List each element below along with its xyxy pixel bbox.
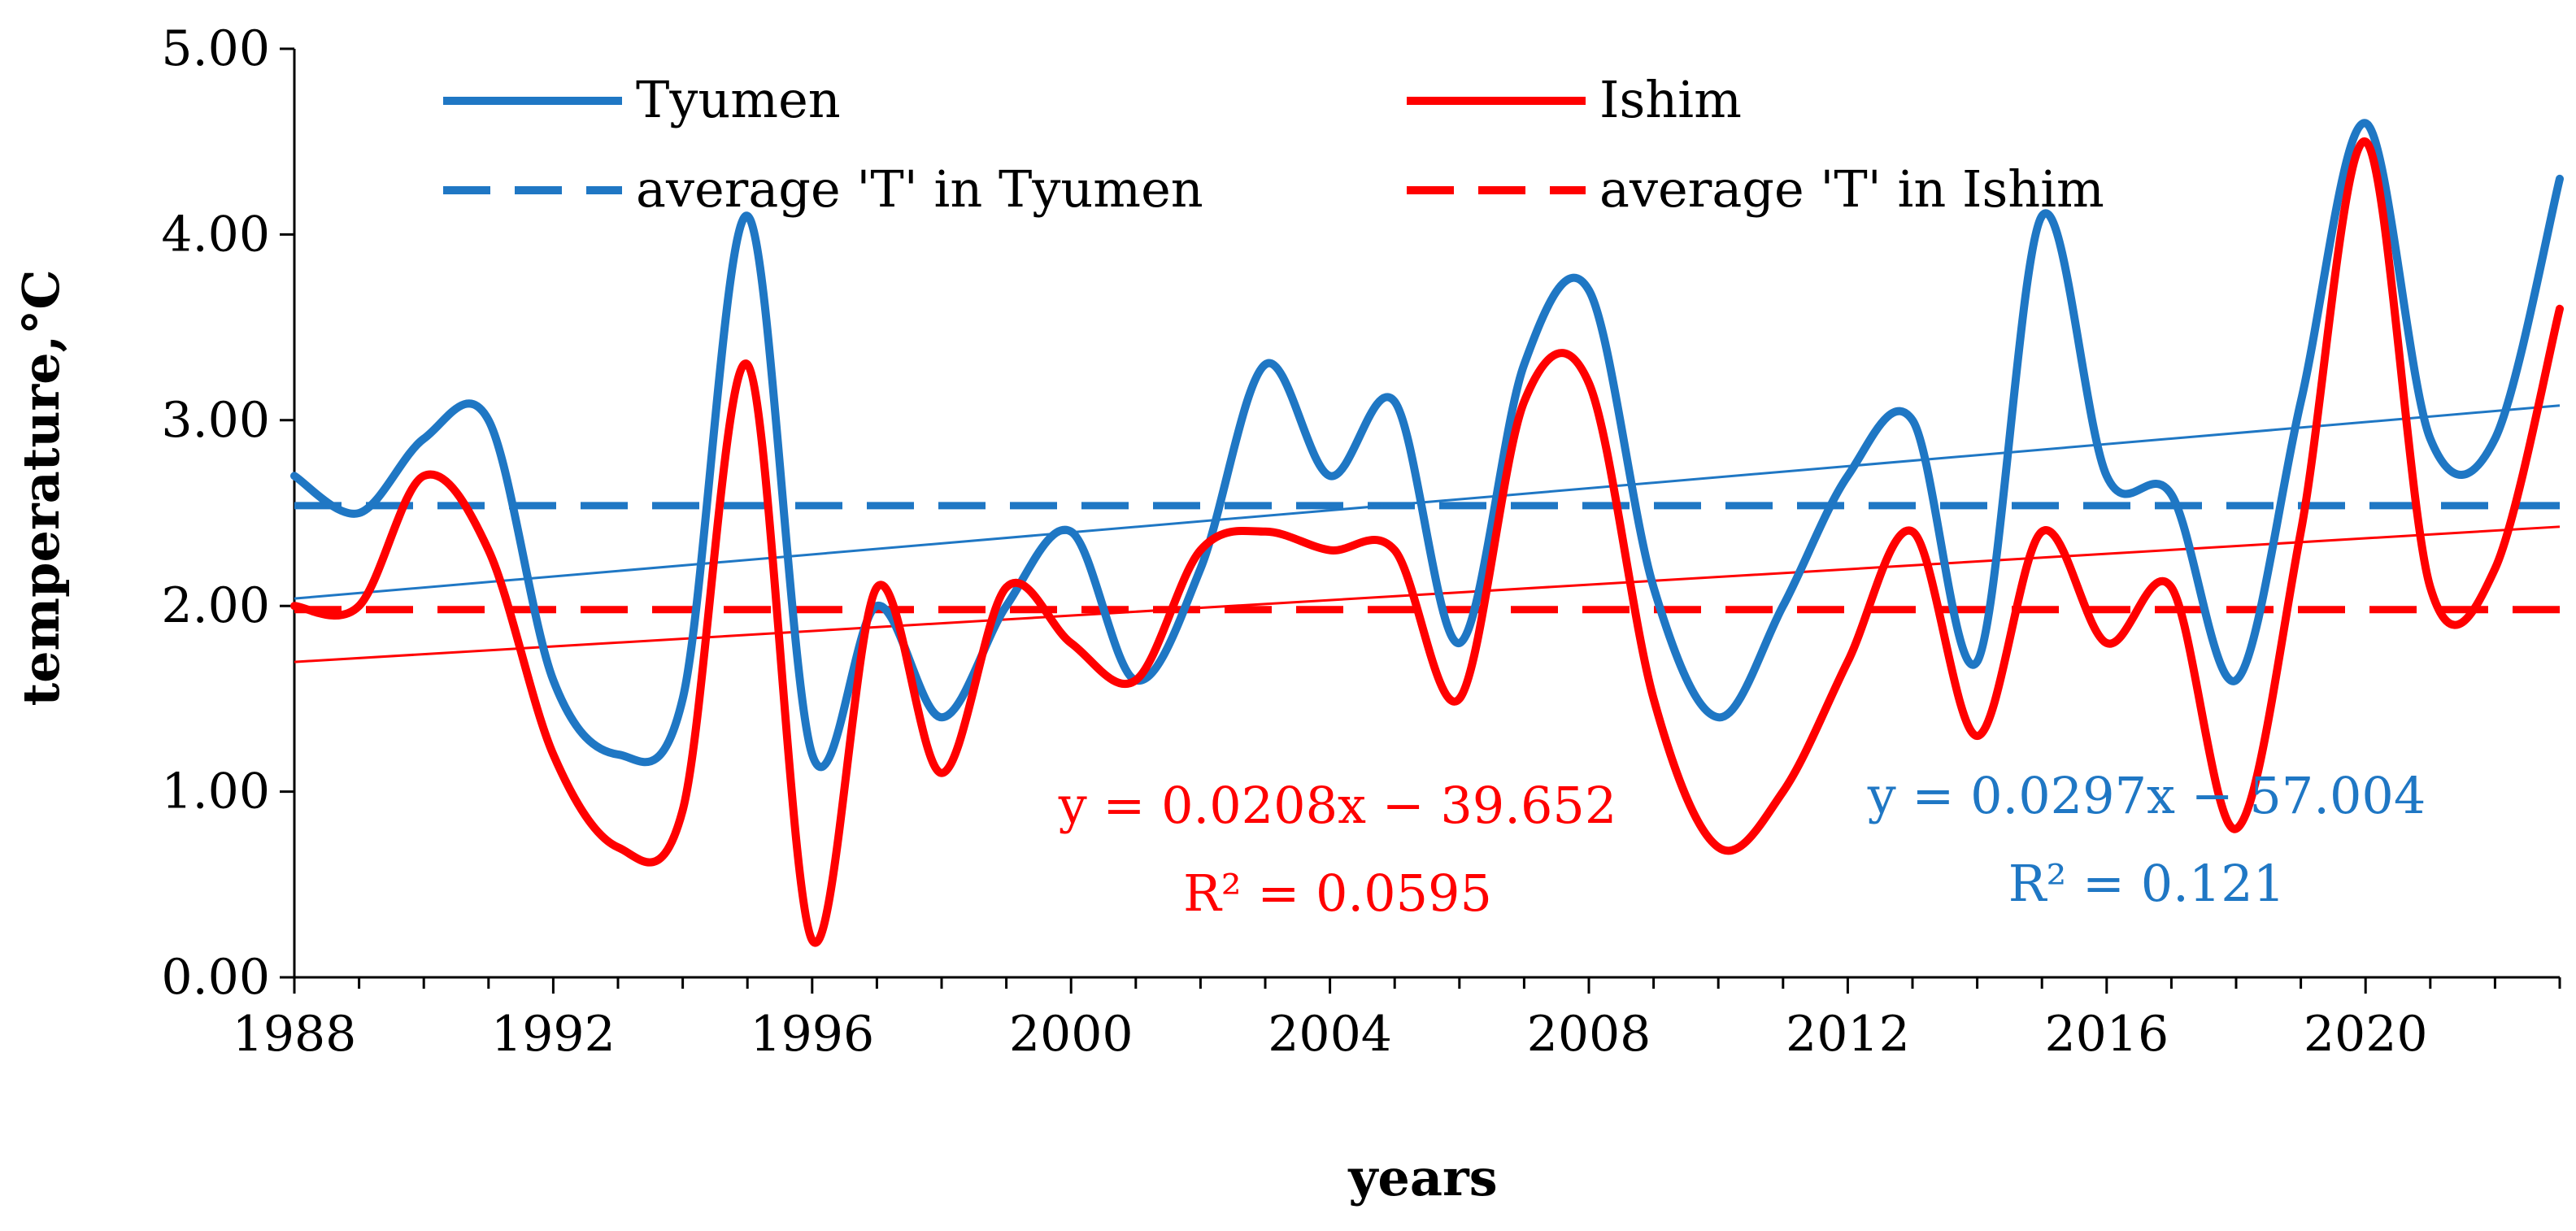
tick-labels: 0.00 1.00 2.00 3.00 4.00 5.00 1988 1992 1996 2000… — [161, 20, 2427, 1063]
x-tick-label: 2016 — [2044, 1006, 2169, 1063]
x-tick-label: 2004 — [1268, 1006, 1392, 1063]
y-tick-label: 1.00 — [161, 763, 270, 820]
x-tick-label: 2020 — [2304, 1006, 2428, 1063]
legend-label: average 'T' in Ishim — [1599, 159, 2104, 219]
y-tick-label: 5.00 — [161, 20, 270, 77]
trend-equation: y = 0.0208x − 39.652 — [1058, 776, 1617, 835]
series-line-ishim — [290, 137, 2564, 947]
axes — [280, 47, 2561, 994]
y-axis-title: temperature,°C — [11, 269, 71, 706]
trend-r-squared: R² = 0.121 — [2008, 854, 2285, 913]
x-tick-label: 1992 — [491, 1006, 616, 1063]
axis-titles: years temperature,°C — [11, 269, 1498, 1207]
y-tick-label: 0.00 — [161, 949, 270, 1006]
x-tick-label: 2000 — [1009, 1006, 1134, 1063]
x-tick-label: 1996 — [750, 1006, 874, 1063]
series-line-tyumen — [290, 119, 2564, 772]
legend-label: Tyumen — [636, 70, 841, 129]
trend-lines — [294, 404, 2561, 663]
x-tick-label: 2012 — [1786, 1006, 1910, 1063]
legend: Tyumen Ishim average 'T' in Tyumen average … — [443, 70, 2104, 219]
x-tick-label: 2008 — [1527, 1006, 1651, 1063]
trend-equations: y = 0.0297x − 57.004 R² = 0.121 y = 0.0208… — [1058, 766, 2426, 923]
x-tick-label: 1988 — [233, 1006, 357, 1063]
legend-label: Ishim — [1599, 70, 1742, 129]
x-axis-title: years — [1347, 1148, 1497, 1207]
series-lines — [290, 119, 2564, 947]
trend-line — [294, 404, 2561, 600]
trend-r-squared: R² = 0.0595 — [1183, 863, 1492, 923]
y-tick-label: 4.00 — [161, 206, 270, 263]
y-tick-label: 3.00 — [161, 392, 270, 449]
trend-equation: y = 0.0297x − 57.004 — [1867, 766, 2426, 825]
trend-line — [294, 525, 2561, 663]
y-tick-label: 2.00 — [161, 577, 270, 634]
legend-label: average 'T' in Tyumen — [636, 159, 1203, 219]
